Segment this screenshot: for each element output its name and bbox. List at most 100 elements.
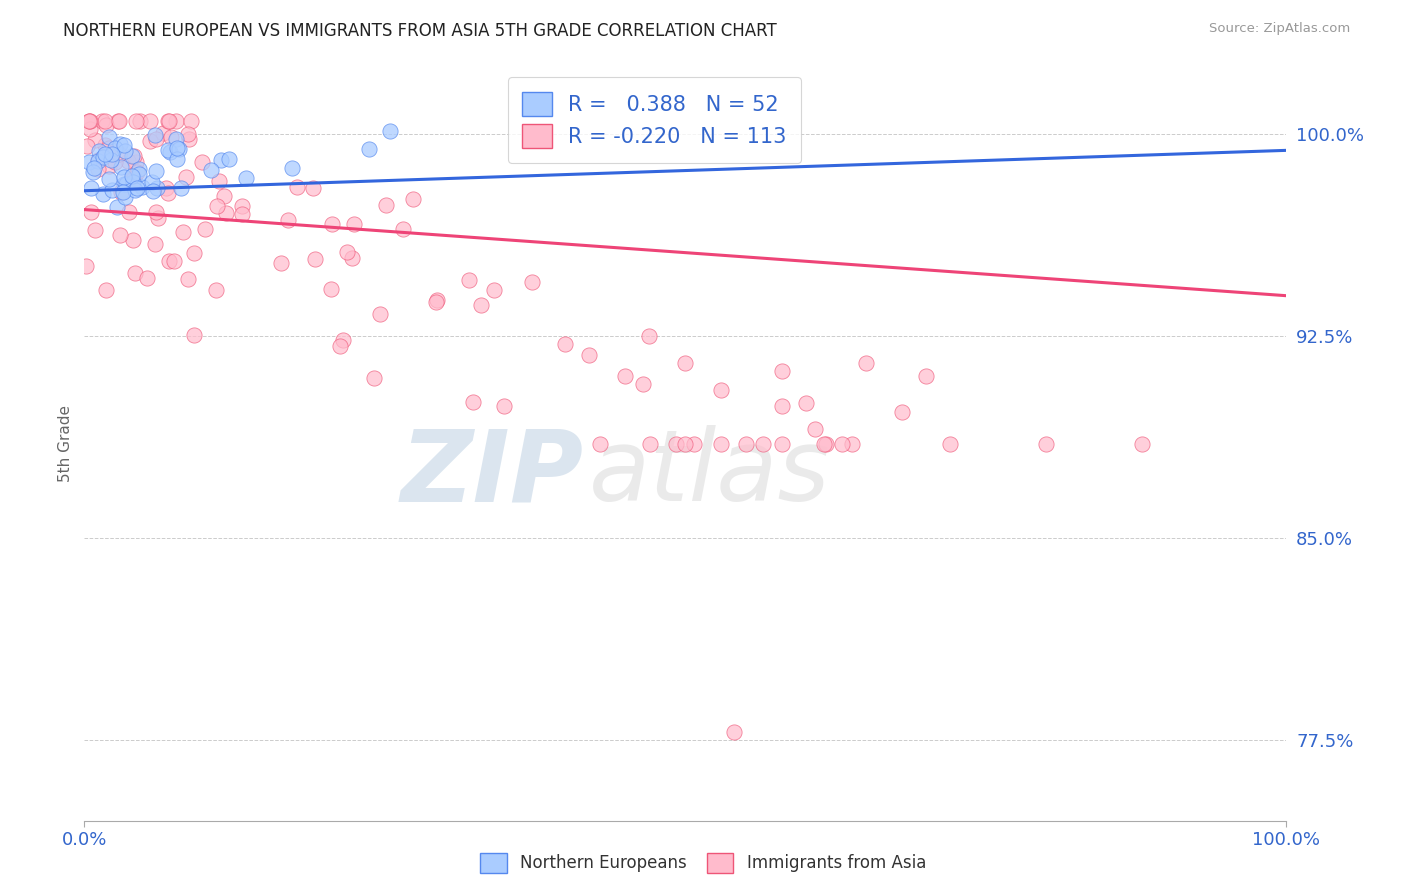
Point (770, 364, 793, 378)
Point (146, 181, 169, 195)
Point (94, 147, 117, 161)
Point (231, 207, 253, 221)
Point (329, 339, 352, 353)
Point (114, 169, 136, 184)
Point (675, 356, 697, 370)
Point (112, 178, 135, 192)
Point (426, 293, 449, 307)
Point (723, 724, 745, 739)
Point (93, 113, 115, 128)
Text: NORTHERN EUROPEAN VS IMMIGRANTS FROM ASIA 5TH GRADE CORRELATION CHART: NORTHERN EUROPEAN VS IMMIGRANTS FROM ASI… (63, 22, 778, 40)
Point (675, 436, 697, 450)
Point (128, 113, 150, 128)
Point (470, 298, 492, 312)
Point (321, 217, 343, 231)
Point (157, 253, 180, 268)
Point (121, 172, 143, 186)
Point (402, 192, 425, 206)
Point (91, 187, 114, 202)
Point (831, 436, 853, 450)
Point (484, 283, 506, 297)
Point (156, 186, 179, 201)
Point (76, 138, 98, 153)
Point (710, 436, 733, 450)
Text: Source: ZipAtlas.com: Source: ZipAtlas.com (1209, 22, 1350, 36)
Point (277, 212, 299, 227)
Point (125, 154, 148, 169)
Point (75, 259, 97, 273)
Point (215, 206, 238, 220)
Point (104, 141, 127, 155)
Point (143, 237, 166, 252)
Legend: R =   0.388   N = 52, R = -0.220   N = 113: R = 0.388 N = 52, R = -0.220 N = 113 (508, 78, 801, 163)
Point (145, 204, 167, 219)
Text: ZIP: ZIP (401, 425, 583, 523)
Point (148, 211, 170, 226)
Point (91, 150, 114, 164)
Point (112, 137, 135, 152)
Point (270, 255, 292, 269)
Point (114, 145, 136, 159)
Point (82, 164, 104, 178)
Point (124, 113, 146, 128)
Point (100, 153, 122, 167)
Point (231, 199, 253, 213)
Point (87, 144, 110, 158)
Point (287, 179, 309, 194)
Point (359, 142, 381, 156)
Point (392, 222, 415, 236)
Point (121, 234, 143, 248)
Point (157, 113, 180, 128)
Point (461, 395, 484, 409)
Point (139, 113, 162, 128)
Point (368, 307, 391, 321)
Point (209, 153, 232, 167)
Point (128, 167, 150, 181)
Point (114, 190, 136, 204)
Point (96, 283, 118, 297)
Point (804, 422, 827, 436)
Point (131, 179, 153, 194)
Point (108, 113, 131, 128)
Point (141, 176, 163, 190)
Point (177, 127, 200, 141)
Point (84, 133, 107, 147)
Point (77, 154, 100, 169)
Point (87, 153, 110, 168)
Point (588, 436, 610, 450)
Point (332, 334, 354, 348)
Point (183, 327, 205, 342)
Point (80, 181, 103, 195)
Point (118, 205, 141, 219)
Point (111, 185, 134, 199)
Point (145, 163, 167, 178)
Point (97, 129, 120, 144)
Point (125, 165, 148, 179)
Point (110, 227, 132, 242)
Point (191, 155, 214, 169)
Point (117, 153, 139, 168)
Point (98, 159, 121, 173)
Point (374, 198, 396, 212)
Y-axis label: 5th Grade: 5th Grade (58, 405, 73, 483)
Point (142, 184, 165, 198)
Point (157, 113, 180, 128)
Point (121, 169, 143, 184)
Point (98, 141, 121, 155)
Point (177, 272, 200, 286)
Point (770, 400, 793, 414)
Point (170, 181, 193, 195)
Point (165, 113, 187, 128)
Point (200, 163, 222, 178)
Point (145, 132, 167, 146)
Point (578, 348, 600, 362)
Point (378, 124, 401, 138)
Point (87, 153, 110, 167)
Point (1130, 436, 1153, 450)
Point (281, 161, 304, 176)
Point (156, 144, 179, 158)
Point (638, 329, 661, 343)
Point (813, 436, 835, 450)
Point (166, 152, 188, 166)
Point (425, 294, 447, 309)
